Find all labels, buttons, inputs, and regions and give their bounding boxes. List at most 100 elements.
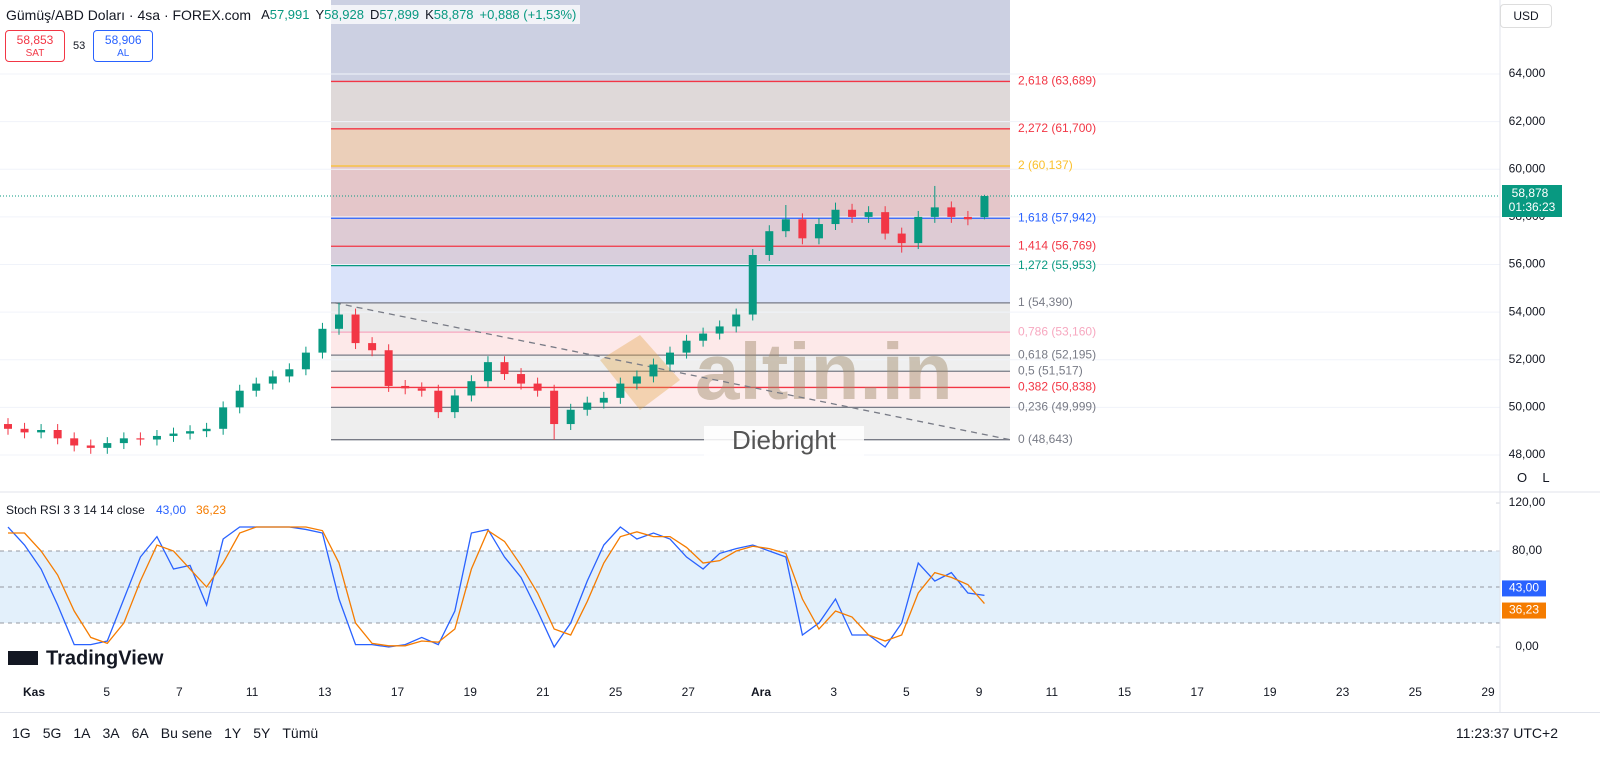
fib-zone (331, 332, 1010, 356)
trendline (334, 302, 1011, 441)
x-tick-label: 9 (976, 685, 983, 699)
fib-zone (331, 166, 1010, 219)
x-tick-label: 23 (1336, 685, 1350, 699)
last-price-label: 58,878 (1512, 186, 1549, 200)
x-tick-label: 7 (176, 685, 183, 699)
candle-body (732, 314, 741, 327)
y-tick-label: 120,00 (1509, 495, 1546, 509)
range-button[interactable]: Tümü (282, 725, 319, 741)
watermark-box (704, 426, 864, 456)
fib-label: 2,272 (61,700) (1018, 121, 1096, 135)
candle-body (632, 376, 641, 384)
candle-body (616, 383, 625, 398)
candle-body (53, 430, 62, 439)
candle-body (715, 326, 724, 334)
candle-body (169, 433, 178, 436)
sell-button[interactable]: 58,853 SAT (5, 30, 65, 62)
candle-body (301, 352, 310, 370)
x-tick-label: Kas (23, 685, 45, 699)
range-button[interactable]: 5Y (253, 725, 271, 741)
currency[interactable]: USD (1500, 4, 1552, 28)
candle-body (401, 385, 410, 389)
candle-body (517, 374, 526, 384)
value-tag (1502, 602, 1546, 619)
ohlc-item: A57,991 (261, 7, 309, 22)
x-tick-label: 15 (1118, 685, 1132, 699)
x-tick-label: 25 (1409, 685, 1423, 699)
fib-zone (331, 371, 1010, 388)
candle-body (86, 445, 95, 448)
range-button[interactable]: Bu sene (160, 725, 213, 741)
candle-body (450, 395, 459, 413)
range-button[interactable]: 5G (42, 725, 62, 741)
fib-zone (331, 387, 1010, 408)
y-tick-label: 54,000 (1509, 304, 1546, 318)
ohlc-value: 58,878 (433, 7, 474, 22)
candle-body (119, 438, 128, 444)
value-tag (1502, 580, 1546, 597)
range-button[interactable]: 1Y (224, 725, 242, 741)
candle-body (666, 352, 674, 365)
fib-zone (331, 81, 1010, 129)
fib-zone (331, 265, 1010, 303)
fib-zone (331, 302, 1010, 333)
candle-body (881, 212, 890, 234)
candle-body (914, 216, 923, 244)
candle-body (4, 424, 12, 429)
y-tick-label: 50,000 (1509, 400, 1546, 414)
y-tick-label: 56,000 (1509, 257, 1546, 271)
y-tick-label: 64,000 (1509, 66, 1546, 80)
range-button[interactable]: 1G (12, 725, 31, 741)
candle-body (70, 438, 79, 446)
fib-label: 0,618 (52,195) (1018, 347, 1096, 361)
candle-body (351, 314, 360, 344)
y-tick-label: 60,000 (1509, 161, 1546, 175)
fib-label: 0,382 (50,838) (1018, 380, 1096, 394)
brand-logo (8, 651, 38, 665)
watermark-author: Diebright (732, 425, 837, 455)
btn-l[interactable]: L (1542, 470, 1550, 485)
fib-label: 2,618 (63,689) (1018, 74, 1096, 88)
x-tick-label: 25 (609, 685, 623, 699)
candle-body (500, 362, 509, 375)
stoch-line (8, 526, 985, 647)
candle-body (368, 343, 377, 351)
fib-label: 0 (48,643) (1018, 432, 1073, 446)
x-tick-label: 27 (682, 685, 696, 699)
ohlc-key: K (425, 7, 434, 22)
range-button[interactable]: 6A (131, 725, 149, 741)
fib-zone (331, 128, 1010, 167)
buy-button[interactable]: 58,906 AL (93, 30, 154, 62)
fib-label: 0,236 (49,999) (1018, 400, 1096, 414)
ohlc-key: D (369, 7, 380, 22)
value-tag-label: 43,00 (1509, 581, 1539, 595)
spread: 53 (73, 40, 86, 52)
indicator-title: Stoch RSI 3 3 14 14 close (6, 503, 145, 517)
candle-body (268, 376, 277, 384)
chart: 48,00050,00052,00054,00056,00058,00060,0… (0, 0, 1600, 712)
x-tick-label: 13 (318, 685, 332, 699)
fib-zone (331, 246, 1010, 266)
fib-label: 1,272 (55,953) (1018, 258, 1096, 272)
candle-body (980, 196, 989, 218)
x-tick-label: 5 (103, 685, 110, 699)
candle-body (483, 362, 492, 382)
candle-body (765, 231, 774, 255)
trade-panel: 58,853 SAT 53 58,906 AL (5, 30, 154, 62)
candle-body (335, 314, 343, 329)
fib-label: 0,5 (51,517) (1018, 363, 1083, 377)
fib-label: 1 (54,390) (1018, 295, 1073, 309)
candle-body (864, 212, 873, 217)
symbol: Gümüş/ABD Doları · 4sa · FOREX.com (6, 6, 252, 23)
sell-label: SAT (25, 48, 45, 59)
range-button[interactable]: 3A (102, 725, 120, 741)
fib-zone (331, 407, 1010, 440)
btn-o[interactable]: O (1516, 470, 1528, 485)
ohlc-value: 58,928 (324, 7, 364, 22)
candle-body (649, 364, 658, 377)
candle-body (152, 435, 161, 440)
x-tick-label: Ara (751, 685, 771, 699)
range-button[interactable]: 1A (73, 725, 91, 741)
buy-label: AL (117, 48, 130, 59)
